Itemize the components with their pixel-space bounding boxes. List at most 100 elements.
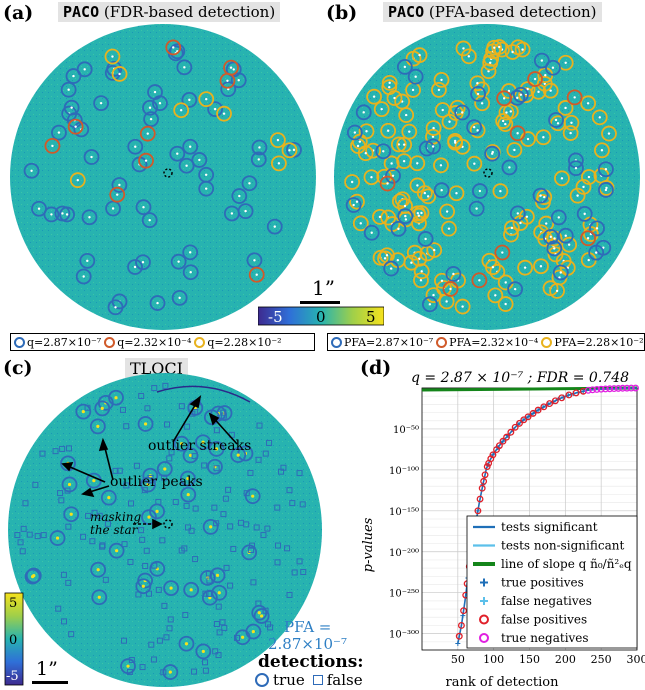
detection-ring-yellow — [542, 82, 559, 99]
detection-ring-true — [363, 224, 380, 241]
panel-b-title-suffix: (PFA-based detection) — [428, 3, 597, 21]
detection-ring-true — [111, 177, 128, 193]
detection-ring-yellow — [104, 48, 121, 65]
detection-peak — [445, 210, 449, 213]
detection-ring-true — [195, 434, 211, 451]
annotation-outlier-peaks: outlier peaks — [110, 474, 203, 490]
colorbar-left-tick-max: 5 — [9, 596, 17, 611]
detection-ring-yellow — [433, 71, 450, 88]
detection-peak — [480, 102, 484, 105]
false-positive-marker — [546, 400, 554, 408]
detection-peak — [448, 120, 451, 123]
detection-ring-red — [379, 175, 396, 192]
y-tick-label: 10⁻²⁰⁰ — [389, 548, 419, 559]
detection-square-false — [215, 652, 222, 659]
detection-peak — [416, 162, 419, 165]
detection-ring-yellow — [554, 170, 570, 187]
detection-peak — [359, 222, 362, 225]
detection-peak — [490, 152, 494, 155]
annotation-pfa-line2: 2.87×10⁻⁷ — [268, 635, 347, 653]
detection-ring-yellow — [447, 133, 464, 149]
detection-ring-yellow — [352, 215, 369, 232]
detection-square-false — [156, 637, 163, 644]
legend-item: PFA=2.87×10⁻⁷ — [331, 336, 433, 349]
detection-peak — [114, 306, 117, 309]
legend-label: line of slope q ñ₀/ñ²ₑq — [501, 557, 632, 571]
detection-ring-true — [108, 389, 124, 406]
detection-ring-yellow — [580, 95, 597, 112]
detection-ring-true — [433, 182, 450, 199]
detection-ring-true — [472, 183, 488, 199]
panel-b-title: PACO (PFA-based detection) — [383, 2, 602, 22]
detection-peak — [513, 287, 517, 291]
detection-peak — [168, 670, 172, 674]
false-positive-marker — [503, 433, 511, 441]
detection-peak — [382, 150, 385, 153]
detection-square-false — [213, 465, 220, 472]
detection-peak — [350, 180, 354, 184]
detection-square-false — [80, 533, 87, 540]
detection-peak — [378, 215, 382, 219]
detection-peak — [82, 275, 85, 278]
detection-ring-true — [108, 542, 125, 559]
detection-square-false — [249, 542, 256, 549]
slope-line — [421, 386, 638, 392]
detection-peak — [453, 141, 457, 144]
detection-ring-true — [93, 95, 110, 112]
true-negative-marker — [627, 384, 635, 392]
detection-peak — [365, 130, 368, 133]
detection-square-false — [159, 537, 166, 544]
detection-peak — [86, 259, 89, 263]
detection-peak — [390, 162, 393, 165]
circle-icon — [104, 336, 116, 348]
detection-square-false — [202, 667, 209, 674]
detection-peak — [179, 109, 183, 112]
detection-square-false — [202, 659, 209, 666]
panel-b-legend: PFA=2.87×10⁻⁷ PFA=2.32×10⁻⁴ PFA=2.28×10⁻… — [327, 333, 645, 351]
detection-square-false — [213, 427, 220, 434]
detection-peak — [461, 305, 464, 308]
detection-ring-yellow — [425, 120, 442, 136]
detection-ring-true — [51, 124, 67, 141]
false-positive-marker — [540, 403, 548, 411]
detection-ring-yellow — [491, 39, 508, 55]
detection-ring-true — [253, 608, 270, 624]
detection-square-false — [40, 532, 47, 539]
detection-square-false — [168, 449, 175, 456]
detection-ring-true — [417, 231, 434, 247]
detection-peak — [353, 131, 357, 134]
detection-peak — [411, 88, 415, 92]
detection-square-false — [59, 445, 66, 452]
detection-ring-true — [207, 458, 223, 475]
detection-peak — [273, 225, 276, 228]
legend-text: q=2.87×10⁻⁷ — [27, 335, 102, 349]
detection-peak — [30, 574, 35, 579]
detection-peak — [431, 145, 435, 148]
detection-peak — [57, 131, 61, 134]
detection-square-false — [274, 504, 281, 511]
detection-ring-yellow — [480, 63, 497, 80]
false-positive-marker — [457, 621, 465, 629]
detection-peak — [96, 568, 100, 572]
detection-peak — [403, 204, 407, 208]
detection-ring-yellow — [469, 122, 486, 139]
detection-ring-true — [156, 461, 173, 477]
detection-ring-true — [135, 254, 151, 271]
true-negative-marker — [632, 384, 640, 392]
detection-square-false — [155, 586, 162, 593]
detection-peak — [556, 122, 560, 125]
detection-ring-yellow — [601, 125, 617, 142]
detection-peak — [155, 509, 159, 513]
panel-a-title-suffix: (FDR-based detection) — [103, 3, 276, 21]
detection-peak — [396, 258, 400, 262]
detection-ring-yellow — [216, 105, 232, 122]
detection-ring-true — [501, 159, 518, 176]
detection-ring-true — [396, 59, 413, 75]
detection-ring-true — [173, 435, 190, 452]
detection-peak — [81, 410, 85, 414]
detection-square-false — [213, 621, 220, 628]
detection-peak — [118, 72, 121, 76]
annotation-masking: masking the star — [90, 511, 141, 537]
detection-peak — [440, 189, 443, 192]
detection-peak — [180, 442, 184, 446]
